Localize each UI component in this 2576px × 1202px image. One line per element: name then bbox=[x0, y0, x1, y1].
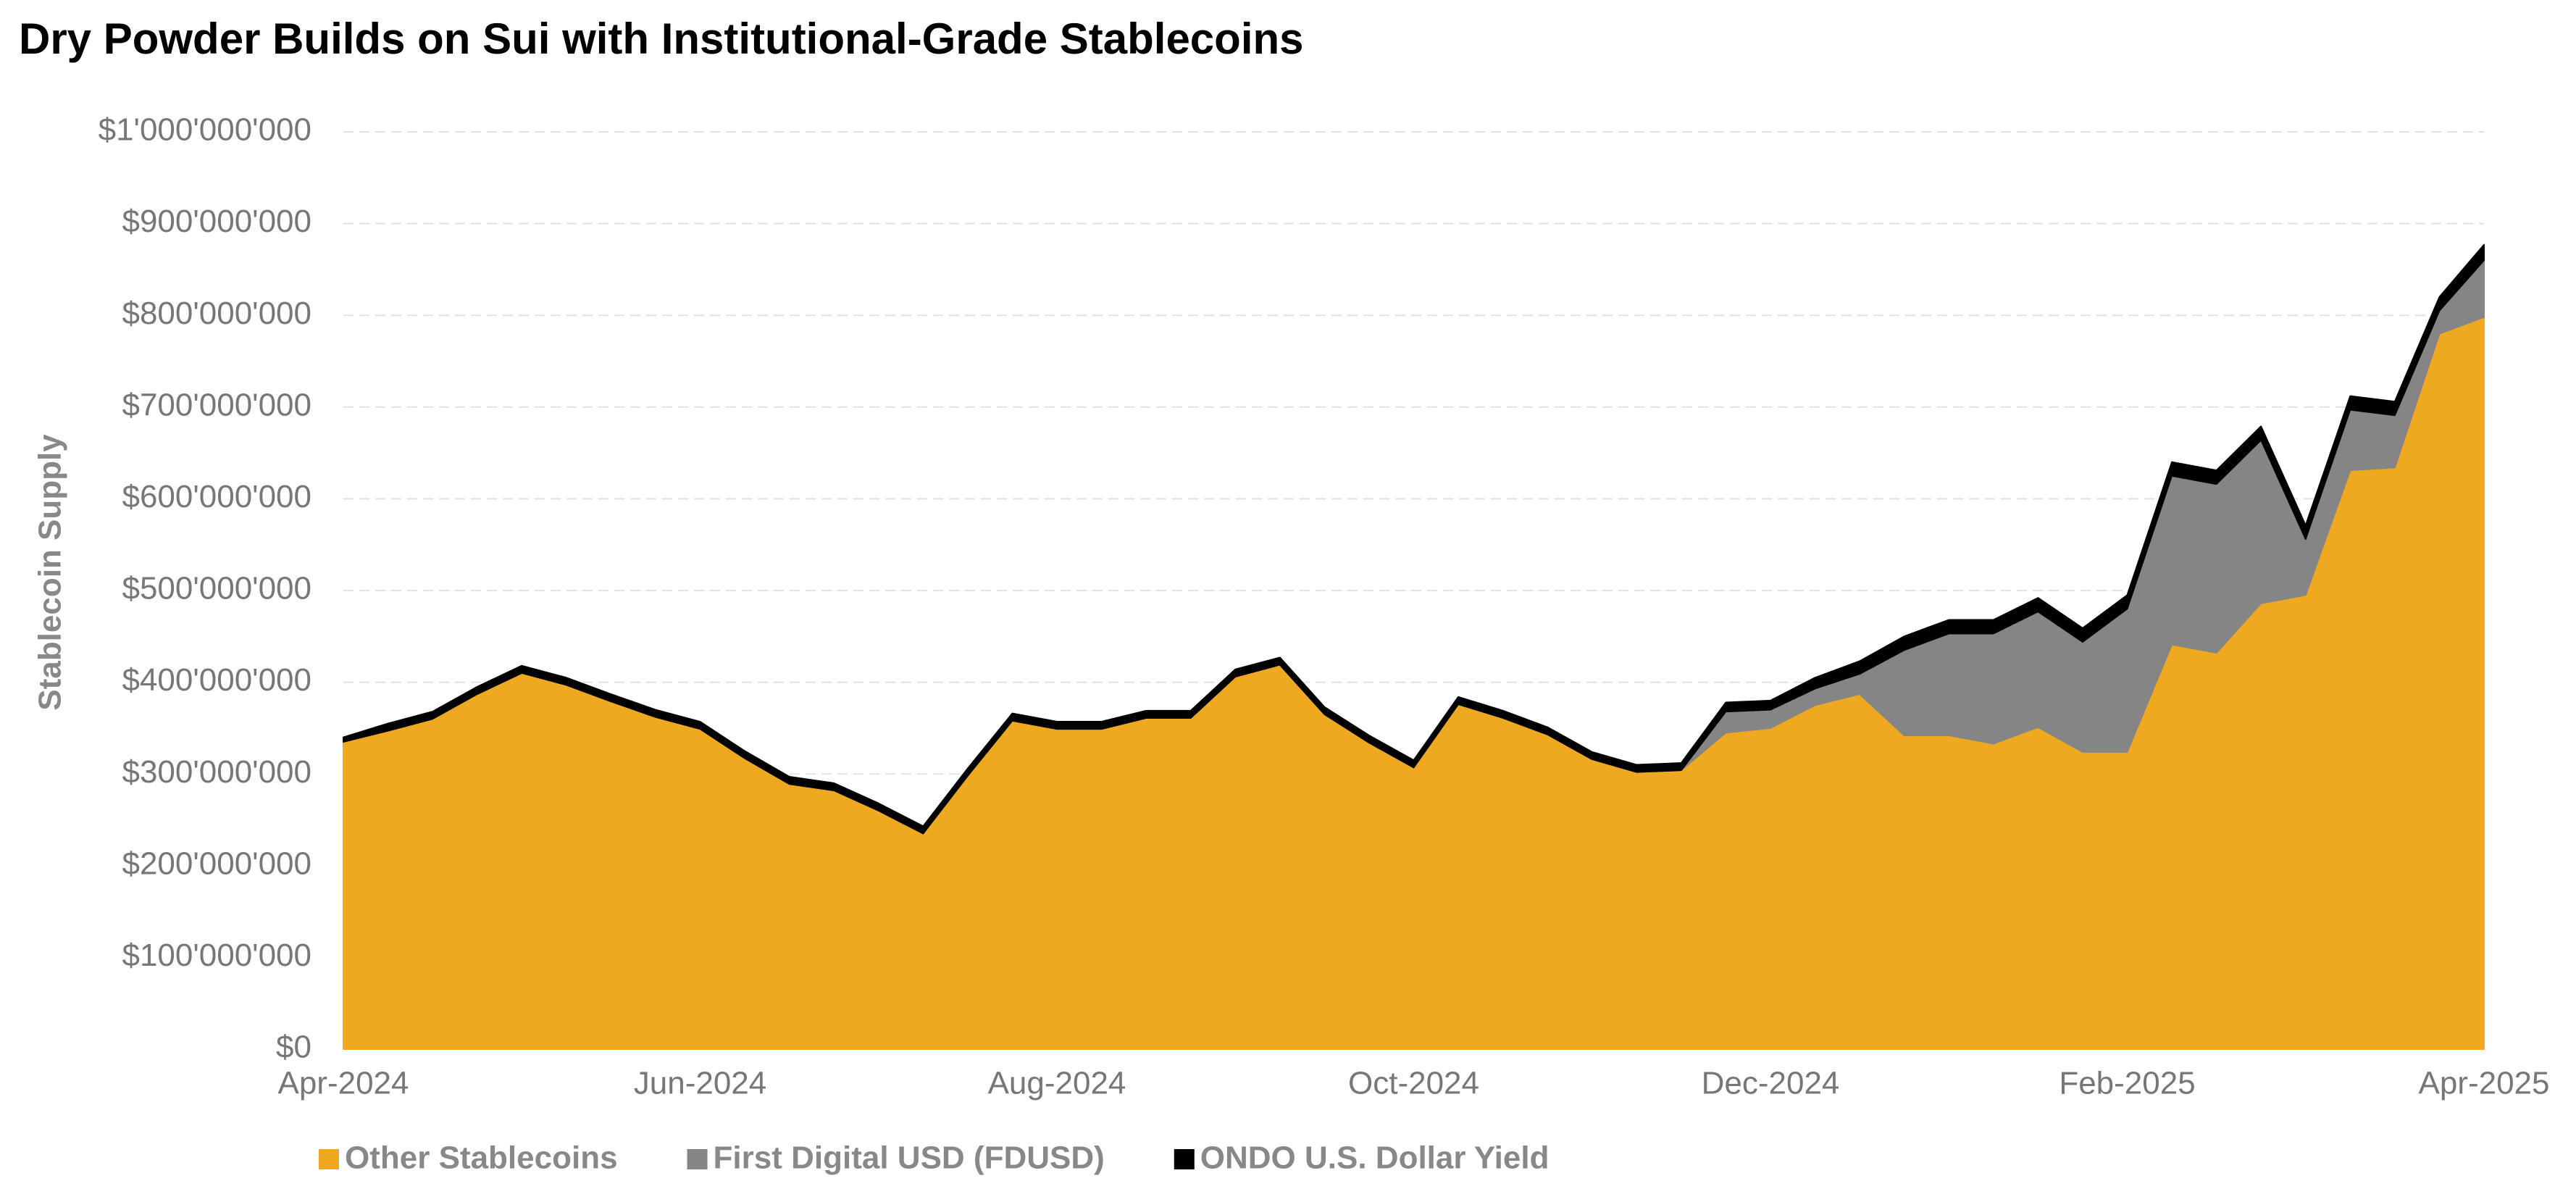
y-tick-label: $500'000'000 bbox=[122, 571, 311, 606]
chart-title: Dry Powder Builds on Sui with Institutio… bbox=[19, 14, 1304, 63]
y-tick-label: $400'000'000 bbox=[122, 662, 311, 698]
legend-label: First Digital USD (FDUSD) bbox=[714, 1140, 1105, 1176]
y-tick-label: $900'000'000 bbox=[122, 204, 311, 239]
y-tick-label: $300'000'000 bbox=[122, 754, 311, 790]
area bbox=[343, 243, 2485, 835]
legend-swatch bbox=[687, 1149, 708, 1169]
y-tick-label: $0 bbox=[276, 1030, 311, 1065]
x-tick-label: Jun-2024 bbox=[634, 1066, 766, 1101]
x-tick-label: Apr-2024 bbox=[277, 1066, 409, 1101]
area bbox=[343, 316, 2485, 1050]
legend-swatch bbox=[1174, 1149, 1195, 1169]
y-tick-label: $800'000'000 bbox=[122, 296, 311, 331]
y-tick-label: $1'000'000'000 bbox=[99, 112, 311, 148]
x-tick-label: Dec-2024 bbox=[1702, 1066, 1840, 1101]
y-tick-label: $600'000'000 bbox=[122, 479, 311, 514]
x-tick-label: Oct-2024 bbox=[1348, 1066, 1479, 1101]
x-tick-label: Aug-2024 bbox=[988, 1066, 1126, 1101]
y-tick-label: $700'000'000 bbox=[122, 387, 311, 422]
legend-label: ONDO U.S. Dollar Yield bbox=[1200, 1140, 1550, 1176]
y-axis-label: Stablecoin Supply bbox=[33, 434, 68, 711]
y-tick-label: $100'000'000 bbox=[122, 938, 311, 973]
y-tick-label: $200'000'000 bbox=[122, 846, 311, 881]
x-tick-label: Apr-2025 bbox=[2418, 1066, 2549, 1101]
legend-label: Other Stablecoins bbox=[345, 1140, 618, 1176]
legend-swatch bbox=[319, 1149, 339, 1169]
x-tick-label: Feb-2025 bbox=[2059, 1066, 2195, 1101]
